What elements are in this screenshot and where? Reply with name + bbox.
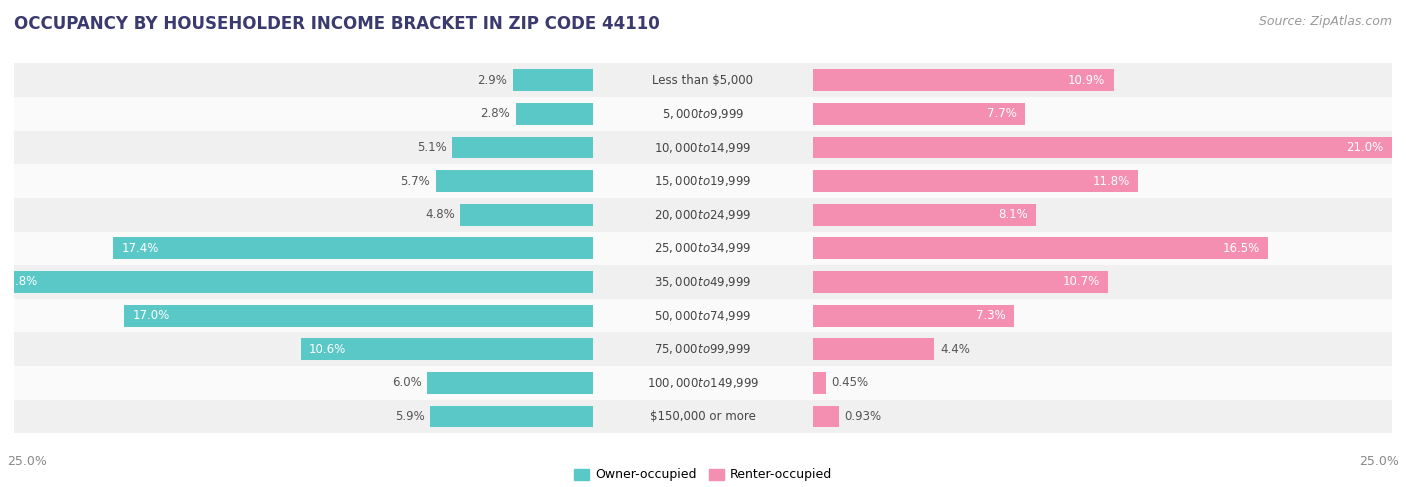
Text: $35,000 to $49,999: $35,000 to $49,999 xyxy=(654,275,752,289)
Text: 4.8%: 4.8% xyxy=(425,208,456,221)
Text: 2.9%: 2.9% xyxy=(478,74,508,87)
Text: Source: ZipAtlas.com: Source: ZipAtlas.com xyxy=(1258,15,1392,28)
Bar xyxy=(813,136,1392,158)
Text: 7.7%: 7.7% xyxy=(987,108,1017,120)
Text: 17.0%: 17.0% xyxy=(132,309,170,322)
Bar xyxy=(813,204,1036,225)
Text: $50,000 to $74,999: $50,000 to $74,999 xyxy=(654,309,752,322)
Bar xyxy=(461,204,593,225)
Bar xyxy=(114,238,593,259)
Bar xyxy=(813,305,1014,326)
Text: $20,000 to $24,999: $20,000 to $24,999 xyxy=(654,208,752,222)
Text: 21.0%: 21.0% xyxy=(1347,141,1384,154)
Text: 2.8%: 2.8% xyxy=(481,108,510,120)
FancyBboxPatch shape xyxy=(14,400,1392,433)
Bar xyxy=(813,406,839,428)
Bar xyxy=(813,372,825,394)
Text: $10,000 to $14,999: $10,000 to $14,999 xyxy=(654,141,752,154)
Bar xyxy=(427,372,593,394)
Text: 10.9%: 10.9% xyxy=(1069,74,1105,87)
Bar xyxy=(301,338,593,360)
Bar xyxy=(453,136,593,158)
Text: 5.9%: 5.9% xyxy=(395,410,425,423)
Text: 25.0%: 25.0% xyxy=(1360,454,1399,468)
Text: $15,000 to $19,999: $15,000 to $19,999 xyxy=(654,174,752,188)
FancyBboxPatch shape xyxy=(14,164,1392,198)
FancyBboxPatch shape xyxy=(14,63,1392,97)
Text: 11.8%: 11.8% xyxy=(1092,175,1130,187)
Text: 25.0%: 25.0% xyxy=(7,454,46,468)
Text: 7.3%: 7.3% xyxy=(976,309,1007,322)
Text: $75,000 to $99,999: $75,000 to $99,999 xyxy=(654,342,752,356)
Bar xyxy=(813,238,1268,259)
Text: 5.1%: 5.1% xyxy=(418,141,447,154)
Text: 4.4%: 4.4% xyxy=(941,343,970,356)
FancyBboxPatch shape xyxy=(14,366,1392,400)
Bar xyxy=(513,69,593,91)
Text: 8.1%: 8.1% xyxy=(998,208,1028,221)
Text: $100,000 to $149,999: $100,000 to $149,999 xyxy=(647,376,759,390)
Text: 21.8%: 21.8% xyxy=(0,276,38,288)
FancyBboxPatch shape xyxy=(14,265,1392,299)
Bar xyxy=(124,305,593,326)
Bar xyxy=(0,271,593,293)
Text: 10.7%: 10.7% xyxy=(1063,276,1099,288)
Text: $150,000 or more: $150,000 or more xyxy=(650,410,756,423)
Bar xyxy=(813,69,1114,91)
Text: 10.6%: 10.6% xyxy=(309,343,346,356)
Text: 16.5%: 16.5% xyxy=(1222,242,1260,255)
FancyBboxPatch shape xyxy=(14,231,1392,265)
Bar xyxy=(813,338,935,360)
Text: 5.7%: 5.7% xyxy=(401,175,430,187)
FancyBboxPatch shape xyxy=(14,198,1392,231)
Text: $5,000 to $9,999: $5,000 to $9,999 xyxy=(662,107,744,121)
Bar xyxy=(813,271,1108,293)
Bar xyxy=(430,406,593,428)
Text: OCCUPANCY BY HOUSEHOLDER INCOME BRACKET IN ZIP CODE 44110: OCCUPANCY BY HOUSEHOLDER INCOME BRACKET … xyxy=(14,15,659,33)
FancyBboxPatch shape xyxy=(14,97,1392,131)
Text: 0.93%: 0.93% xyxy=(845,410,882,423)
FancyBboxPatch shape xyxy=(14,299,1392,333)
Bar xyxy=(436,170,593,192)
Text: 0.45%: 0.45% xyxy=(831,376,869,389)
Legend: Owner-occupied, Renter-occupied: Owner-occupied, Renter-occupied xyxy=(574,468,832,482)
Text: $25,000 to $34,999: $25,000 to $34,999 xyxy=(654,242,752,255)
Bar xyxy=(516,103,593,125)
Bar xyxy=(813,103,1025,125)
Text: 17.4%: 17.4% xyxy=(121,242,159,255)
Bar xyxy=(813,170,1139,192)
FancyBboxPatch shape xyxy=(14,333,1392,366)
Text: Less than $5,000: Less than $5,000 xyxy=(652,74,754,87)
FancyBboxPatch shape xyxy=(14,131,1392,164)
Text: 6.0%: 6.0% xyxy=(392,376,422,389)
